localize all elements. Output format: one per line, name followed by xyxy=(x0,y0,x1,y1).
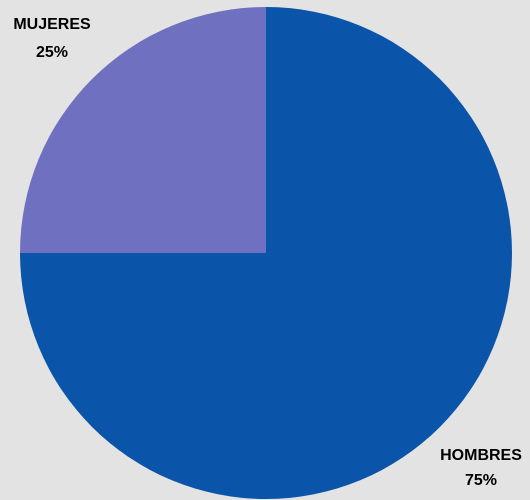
pie-slices xyxy=(20,7,512,499)
mujeres-value-label: 25% xyxy=(36,44,68,61)
hombres-value-label: 75% xyxy=(465,472,497,489)
pie-slice-mujeres xyxy=(20,7,266,253)
mujeres-category-label: MUJERES xyxy=(13,16,91,33)
hombres-category-label: HOMBRES xyxy=(440,447,522,464)
